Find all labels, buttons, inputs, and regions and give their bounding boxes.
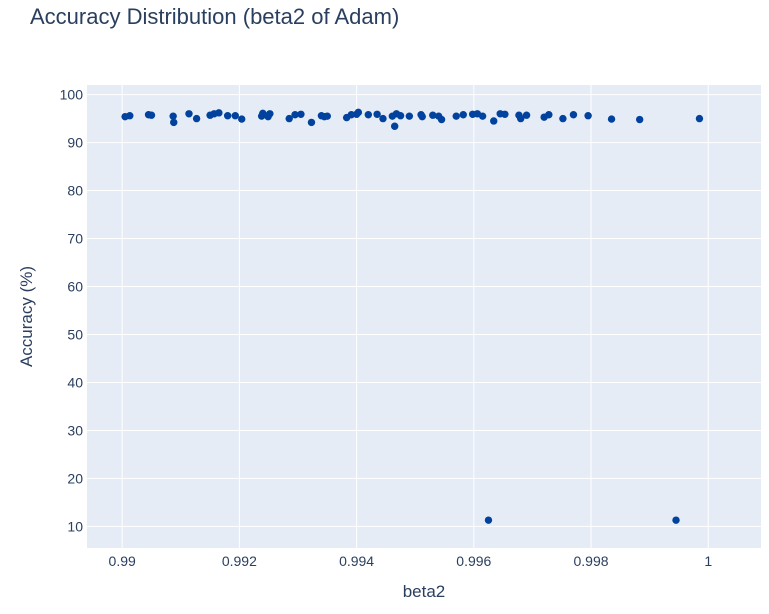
y-tick-label: 100 [60, 87, 84, 103]
data-point [418, 112, 426, 121]
y-tick-label: 50 [67, 326, 83, 342]
data-point [405, 112, 414, 120]
x-axis-title: beta2 [403, 582, 446, 601]
data-point [285, 114, 293, 123]
data-point [364, 111, 373, 119]
data-point [452, 112, 460, 120]
y-tick-label: 80 [67, 183, 83, 199]
data-point [215, 109, 223, 117]
x-tick-label: 0.996 [456, 553, 491, 569]
data-point [672, 516, 680, 524]
data-point [517, 114, 525, 123]
data-point [635, 115, 644, 124]
data-points [121, 108, 704, 524]
data-point [559, 114, 567, 123]
data-point [478, 112, 487, 120]
data-point [569, 111, 578, 119]
x-tick-label: 0.992 [222, 553, 257, 569]
plot-background [87, 85, 761, 548]
data-point [323, 112, 331, 120]
data-point [396, 112, 405, 120]
data-point [259, 109, 267, 118]
data-point [185, 110, 193, 118]
data-point [379, 114, 387, 123]
data-point [169, 112, 177, 120]
data-point [354, 108, 363, 117]
data-point [266, 110, 274, 118]
data-point [522, 111, 531, 119]
data-point [192, 114, 201, 123]
grid-lines [87, 85, 761, 548]
data-point [545, 111, 553, 119]
data-point [695, 114, 704, 123]
y-tick-label: 30 [67, 422, 83, 438]
y-tick-label: 10 [67, 518, 83, 534]
chart-title: Accuracy Distribution (beta2 of Adam) [30, 4, 400, 29]
data-point [223, 112, 232, 120]
y-tick-label: 90 [67, 135, 83, 151]
data-point [390, 122, 399, 130]
y-tick-label: 20 [67, 470, 83, 486]
data-point [291, 111, 299, 119]
data-point [484, 516, 493, 524]
x-tick-label: 0.994 [339, 553, 374, 569]
data-point [437, 115, 446, 124]
x-tick-label: 0.99 [109, 553, 136, 569]
data-point [584, 112, 592, 120]
y-tick-labels: 10 20 30 40 50 60 70 80 90 100 [60, 87, 84, 535]
x-tick-label: 1 [704, 553, 712, 569]
data-point [147, 111, 156, 119]
y-tick-label: 40 [67, 374, 83, 390]
data-point [307, 118, 316, 127]
y-axis-title: Accuracy (%) [17, 266, 36, 367]
y-tick-label: 70 [67, 231, 83, 247]
data-point [459, 111, 467, 119]
data-point [501, 110, 509, 118]
data-point [373, 110, 381, 118]
data-point [126, 112, 134, 120]
data-point [170, 118, 178, 127]
x-tick-label: 0.998 [574, 553, 609, 569]
x-tick-labels: 0.99 0.992 0.994 0.996 0.998 1 [109, 553, 713, 569]
y-tick-label: 60 [67, 279, 83, 295]
data-point [231, 112, 239, 120]
data-point [429, 111, 437, 119]
data-point [490, 117, 498, 125]
data-point [607, 115, 616, 123]
data-point [238, 115, 246, 123]
data-point [297, 110, 305, 118]
